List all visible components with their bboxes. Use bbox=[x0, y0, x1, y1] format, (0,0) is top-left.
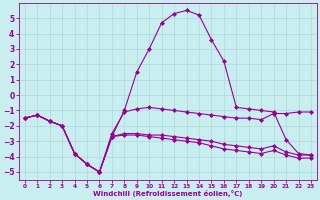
X-axis label: Windchill (Refroidissement éolien,°C): Windchill (Refroidissement éolien,°C) bbox=[93, 190, 243, 197]
